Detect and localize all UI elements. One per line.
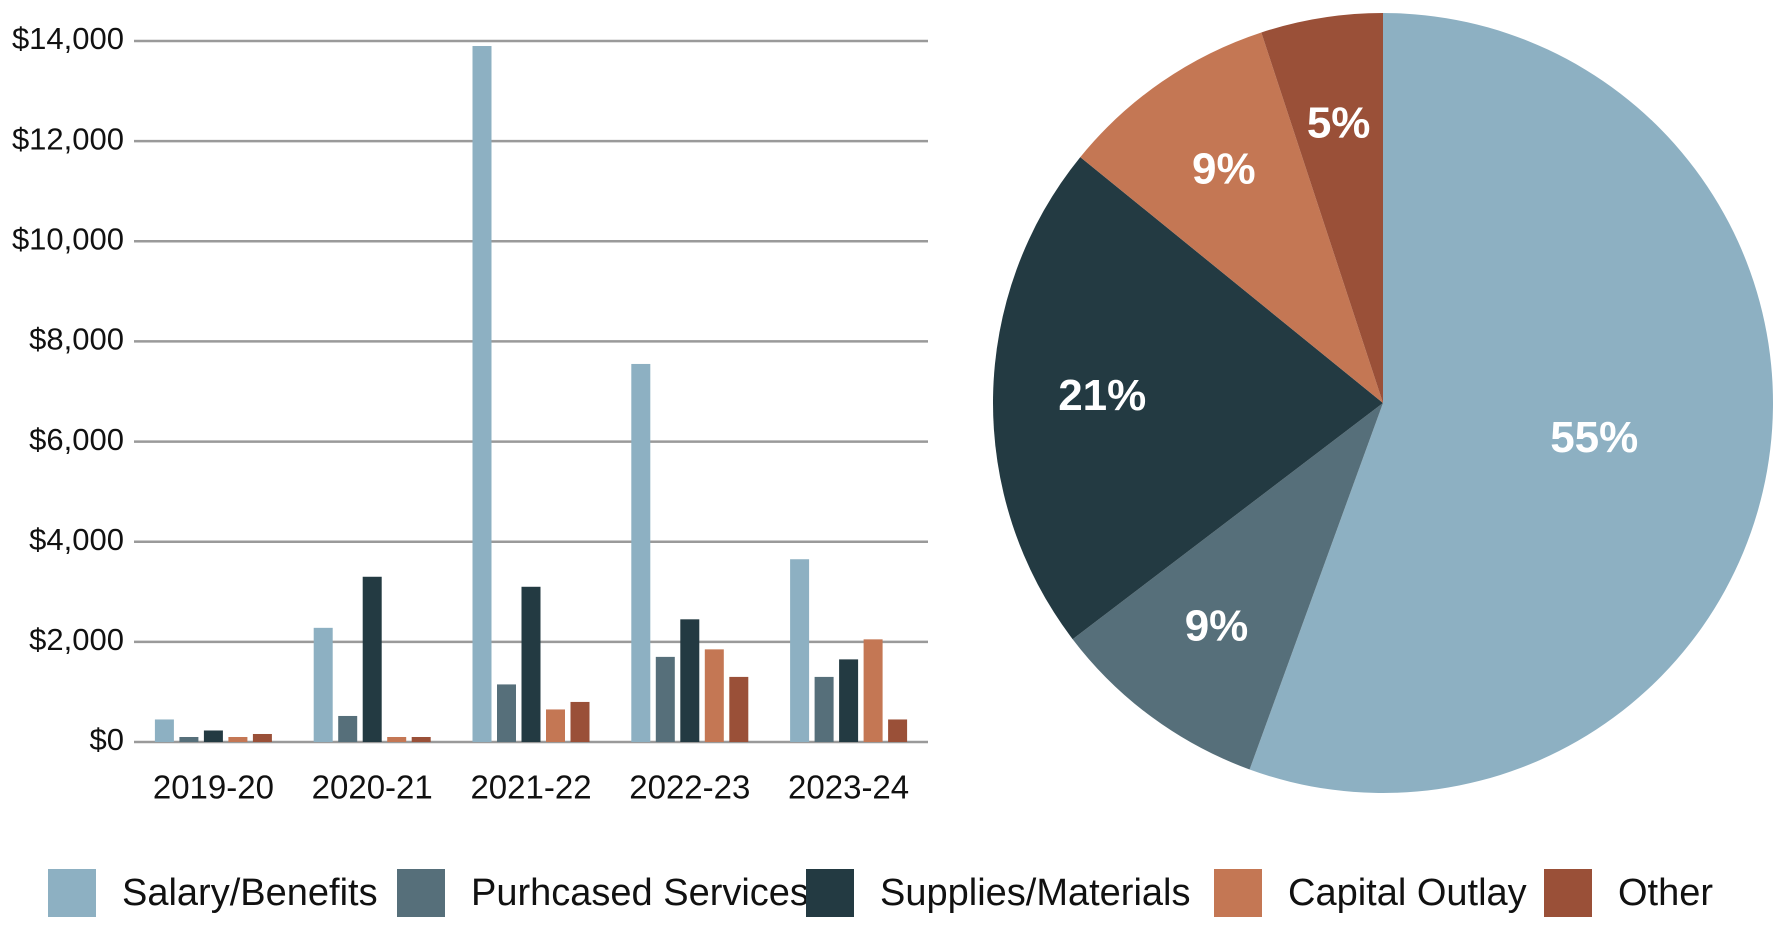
- bar: [252, 733, 272, 742]
- legend-swatch: [1214, 869, 1262, 917]
- x-tick-label: 2020-21: [312, 769, 433, 806]
- pie-slice: [1261, 13, 1383, 403]
- pie-label: 9%: [1192, 144, 1256, 193]
- bar: [790, 559, 810, 742]
- legend-label: Other: [1618, 872, 1713, 914]
- y-tick-label: $8,000: [29, 322, 124, 357]
- bar: [362, 576, 382, 742]
- legend-swatch: [1544, 869, 1592, 917]
- pie-slice: [992, 157, 1383, 640]
- bar: [228, 736, 248, 742]
- x-tick-label: 2019-20: [153, 769, 274, 806]
- pie-slice: [1249, 13, 1774, 793]
- bar: [497, 684, 516, 742]
- y-tick-label: $0: [90, 722, 124, 757]
- bar: [411, 736, 431, 742]
- pie-label: 9%: [1185, 602, 1249, 651]
- bar: [546, 709, 565, 742]
- y-tick-label: $14,000: [12, 21, 124, 56]
- pie-slice: [1080, 32, 1383, 404]
- pie-label: 55%: [1550, 413, 1638, 462]
- y-tick-label: $4,000: [29, 522, 124, 557]
- bar: [387, 736, 407, 742]
- bar: [203, 730, 223, 742]
- y-tick-label: $12,000: [12, 121, 124, 156]
- pie-label: 21%: [1058, 371, 1146, 420]
- pie-label: 5%: [1307, 98, 1371, 147]
- bar: [338, 715, 358, 742]
- y-tick-label: $6,000: [29, 422, 124, 457]
- legend-swatch: [397, 869, 445, 917]
- bar: [729, 676, 749, 742]
- legend-label: Salary/Benefits: [122, 872, 378, 914]
- bar: [472, 46, 492, 742]
- legend-label: Capital Outlay: [1288, 872, 1527, 914]
- bar: [179, 736, 199, 742]
- bar: [631, 363, 651, 742]
- bar: [154, 719, 174, 742]
- bar: [814, 676, 834, 742]
- legend-swatch: [48, 869, 96, 917]
- legend-label: Purhcased Services: [471, 872, 809, 914]
- legend-swatch: [806, 869, 854, 917]
- bar: [888, 719, 908, 742]
- x-tick-label: 2023-24: [788, 769, 909, 806]
- legend-label: Supplies/Materials: [880, 872, 1190, 914]
- y-tick-label: $2,000: [29, 622, 124, 657]
- bar: [655, 656, 675, 742]
- bar: [570, 701, 590, 742]
- bar: [521, 586, 541, 742]
- pie-slice: [1072, 403, 1383, 770]
- bar: [313, 627, 333, 742]
- x-tick-label: 2021-22: [470, 769, 591, 806]
- bar: [680, 619, 700, 742]
- bar: [704, 649, 724, 742]
- bar: [839, 659, 859, 742]
- y-tick-label: $10,000: [12, 221, 124, 256]
- bar: [863, 639, 883, 742]
- x-tick-label: 2022-23: [629, 769, 750, 806]
